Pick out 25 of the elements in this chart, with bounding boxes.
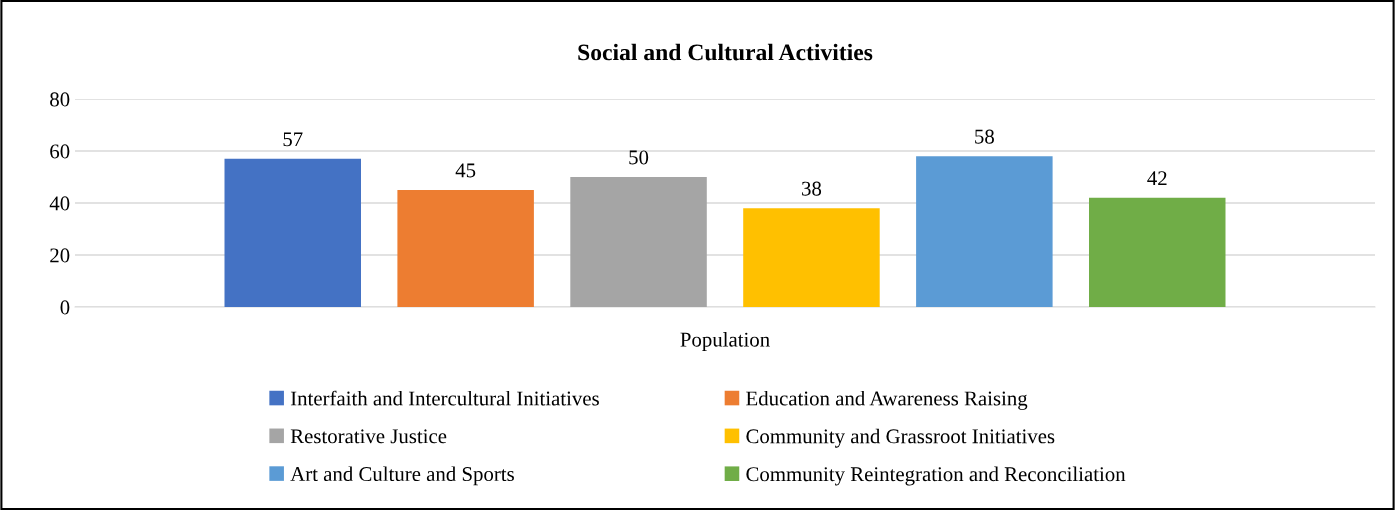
legend-label: Interfaith and Intercultural Initiatives xyxy=(290,390,599,406)
y-tick-label: 20 xyxy=(50,248,70,263)
bar xyxy=(224,158,361,307)
legend-label: Community and Grassroot Initiatives xyxy=(746,428,1055,448)
bar xyxy=(397,190,534,307)
bar xyxy=(916,156,1053,307)
legend-label: Education and Awareness Raising xyxy=(746,390,1028,410)
data-label: 58 xyxy=(975,129,994,144)
bar xyxy=(743,208,880,307)
chart-title: Social and Cultural Activities xyxy=(578,43,873,61)
legend-label: Restorative Justice xyxy=(290,429,447,444)
data-label: 50 xyxy=(629,150,649,165)
y-tick-label: 40 xyxy=(49,196,70,211)
bar xyxy=(1089,197,1226,307)
x-tick-label: Population xyxy=(680,332,770,351)
y-tick-label: 60 xyxy=(50,144,70,159)
data-label: 57 xyxy=(283,132,303,147)
y-tick-label: 0 xyxy=(60,300,70,315)
data-label: 45 xyxy=(455,163,476,178)
bar xyxy=(570,177,707,307)
data-label: 38 xyxy=(802,181,822,196)
data-label: 42 xyxy=(1147,171,1167,186)
legend-label: Community Reintegration and Reconciliation xyxy=(746,466,1126,486)
legend-label: Art and Culture and Sports xyxy=(290,466,514,486)
y-tick-label: 80 xyxy=(50,92,70,107)
